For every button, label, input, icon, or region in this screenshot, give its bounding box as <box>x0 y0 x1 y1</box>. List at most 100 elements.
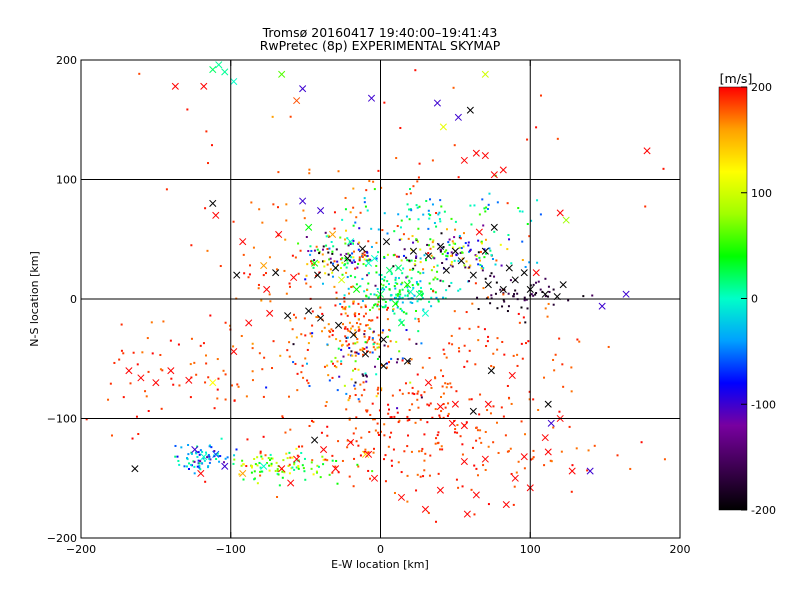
data-point-dot <box>408 360 411 363</box>
data-point-dot <box>475 258 478 261</box>
data-point-dot <box>165 188 168 191</box>
data-point-x <box>230 77 238 86</box>
data-point-dot <box>325 244 328 247</box>
data-point-dot <box>328 258 331 261</box>
data-point-dot <box>450 263 453 266</box>
data-point-dot <box>436 434 439 437</box>
data-point-dot <box>382 329 385 332</box>
data-point-dot <box>366 251 369 254</box>
data-point-dot <box>296 454 299 457</box>
data-point-dot <box>503 353 506 356</box>
data-point-dot <box>355 283 358 286</box>
data-point-dot <box>346 262 349 265</box>
data-point-dot <box>304 357 307 360</box>
data-point-x <box>490 171 498 179</box>
chart-title-line2: RwPretec (8p) EXPERIMENTAL SKYMAP <box>260 38 501 53</box>
y-axis-label: N-S location [km] <box>28 251 41 347</box>
data-point-dot <box>291 328 294 331</box>
data-point-dot <box>488 247 491 250</box>
data-point-dot <box>350 350 353 353</box>
data-point-dot <box>195 373 198 376</box>
data-point-dot <box>536 261 539 264</box>
data-point-dot <box>363 254 366 257</box>
data-point-dot <box>310 461 313 464</box>
data-point-dot <box>387 403 390 406</box>
data-point-dot <box>352 206 355 209</box>
data-point-dot <box>445 228 448 231</box>
data-point-dot <box>547 285 550 288</box>
data-point-dot <box>365 409 368 412</box>
data-point-dot <box>607 345 610 348</box>
data-point-x <box>305 223 313 231</box>
data-point-x <box>532 269 540 277</box>
data-point-dot <box>386 253 389 256</box>
data-point-dot <box>428 404 431 407</box>
data-point-dot <box>487 203 490 206</box>
data-point-dot <box>331 454 334 457</box>
data-point-dot <box>365 375 368 378</box>
data-point-dot <box>363 347 366 350</box>
data-point-dot <box>292 343 295 346</box>
data-point-dot <box>331 471 334 474</box>
data-point-dot <box>560 450 563 453</box>
data-point-dot <box>415 238 418 241</box>
data-point-dot <box>436 278 439 281</box>
data-point-dot <box>190 452 193 455</box>
data-point-dot <box>447 402 450 405</box>
data-point-dot <box>381 331 384 334</box>
data-point-dot <box>464 242 467 245</box>
data-point-dot <box>521 210 524 213</box>
data-point-dot <box>389 416 392 419</box>
data-point-dot <box>417 227 420 230</box>
data-point-dot <box>346 314 349 317</box>
data-point-dot <box>528 398 531 401</box>
data-point-dot <box>400 238 403 241</box>
data-point-dot <box>265 386 268 389</box>
data-point-dot <box>343 297 346 300</box>
data-point-x <box>335 321 343 329</box>
data-point-dot <box>420 394 423 397</box>
data-point-dot <box>351 354 354 357</box>
data-point-dot <box>473 204 476 207</box>
data-point-dot <box>344 326 347 329</box>
data-point-dot <box>297 459 300 462</box>
data-point-dot <box>250 466 253 469</box>
data-point-dot <box>335 248 338 251</box>
data-point-dot <box>487 503 490 506</box>
data-point-dot <box>400 219 403 222</box>
data-point-dot <box>460 247 463 250</box>
data-point-dot <box>257 287 260 290</box>
data-point-dot <box>414 259 417 262</box>
data-point-dot <box>362 353 365 356</box>
data-point-dot <box>204 480 207 483</box>
data-point-dot <box>321 312 324 315</box>
data-point-dot <box>303 457 306 460</box>
data-point-dot <box>364 304 367 307</box>
data-point-dot <box>458 327 461 330</box>
data-point-x <box>290 273 298 282</box>
data-point-dot <box>447 412 450 415</box>
data-point-dot <box>482 287 485 290</box>
data-point-dot <box>539 94 542 97</box>
data-point-dot <box>301 445 304 448</box>
data-point-dot <box>478 256 481 259</box>
data-point-dot <box>445 386 448 389</box>
data-point-dot <box>441 448 444 451</box>
data-point-dot <box>447 241 450 244</box>
data-point-dot <box>493 275 496 278</box>
data-point-dot <box>367 469 370 472</box>
data-point-dot <box>395 340 398 343</box>
data-point-dot <box>427 209 430 212</box>
data-point-dot <box>365 380 368 383</box>
data-point-dot <box>346 344 349 347</box>
data-point-x <box>230 348 238 356</box>
data-point-dot <box>360 306 363 309</box>
data-point-dot <box>189 396 192 399</box>
data-point-dot <box>508 397 511 400</box>
data-point-dot <box>192 460 195 463</box>
data-point-dot <box>315 274 318 277</box>
data-point-dot <box>407 434 410 437</box>
data-point-dot <box>370 227 373 230</box>
data-point-dot <box>401 296 404 299</box>
data-point-dot <box>345 271 348 274</box>
